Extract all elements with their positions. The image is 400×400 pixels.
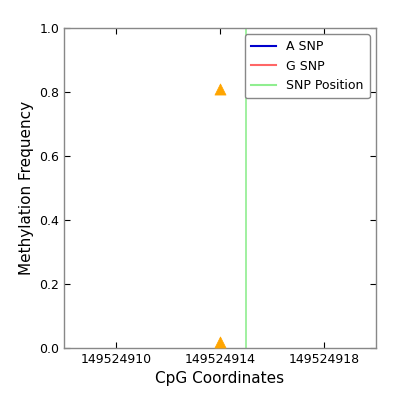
Point	[217, 86, 223, 92]
X-axis label: CpG Coordinates: CpG Coordinates	[156, 372, 284, 386]
Legend: A SNP, G SNP, SNP Position: A SNP, G SNP, SNP Position	[245, 34, 370, 98]
Y-axis label: Methylation Frequency: Methylation Frequency	[18, 101, 34, 275]
Point	[217, 338, 223, 345]
